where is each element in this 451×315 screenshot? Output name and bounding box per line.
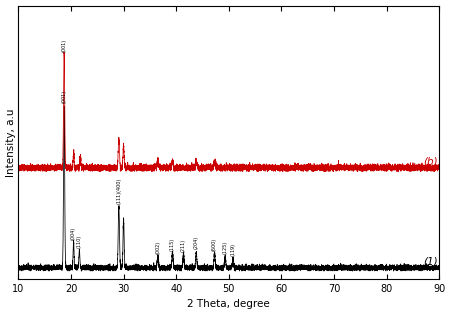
Text: (1): (1) [423, 256, 438, 266]
Text: (119): (119) [230, 243, 235, 256]
Text: (004): (004) [71, 226, 76, 240]
Text: (204): (204) [193, 236, 199, 249]
Text: (110): (110) [77, 235, 82, 248]
Text: (002): (002) [155, 241, 160, 254]
X-axis label: 2 Theta, degree: 2 Theta, degree [188, 300, 270, 309]
Text: (001): (001) [62, 90, 67, 103]
Text: (111)(400): (111)(400) [116, 178, 121, 204]
Text: (600): (600) [212, 238, 217, 251]
Text: (125): (125) [223, 241, 228, 254]
Y-axis label: Intensity, a.u: Intensity, a.u [5, 108, 15, 176]
Text: (b): (b) [423, 156, 438, 166]
Text: (001): (001) [62, 39, 67, 52]
Text: (211): (211) [181, 239, 186, 253]
Text: (115): (115) [170, 238, 175, 251]
